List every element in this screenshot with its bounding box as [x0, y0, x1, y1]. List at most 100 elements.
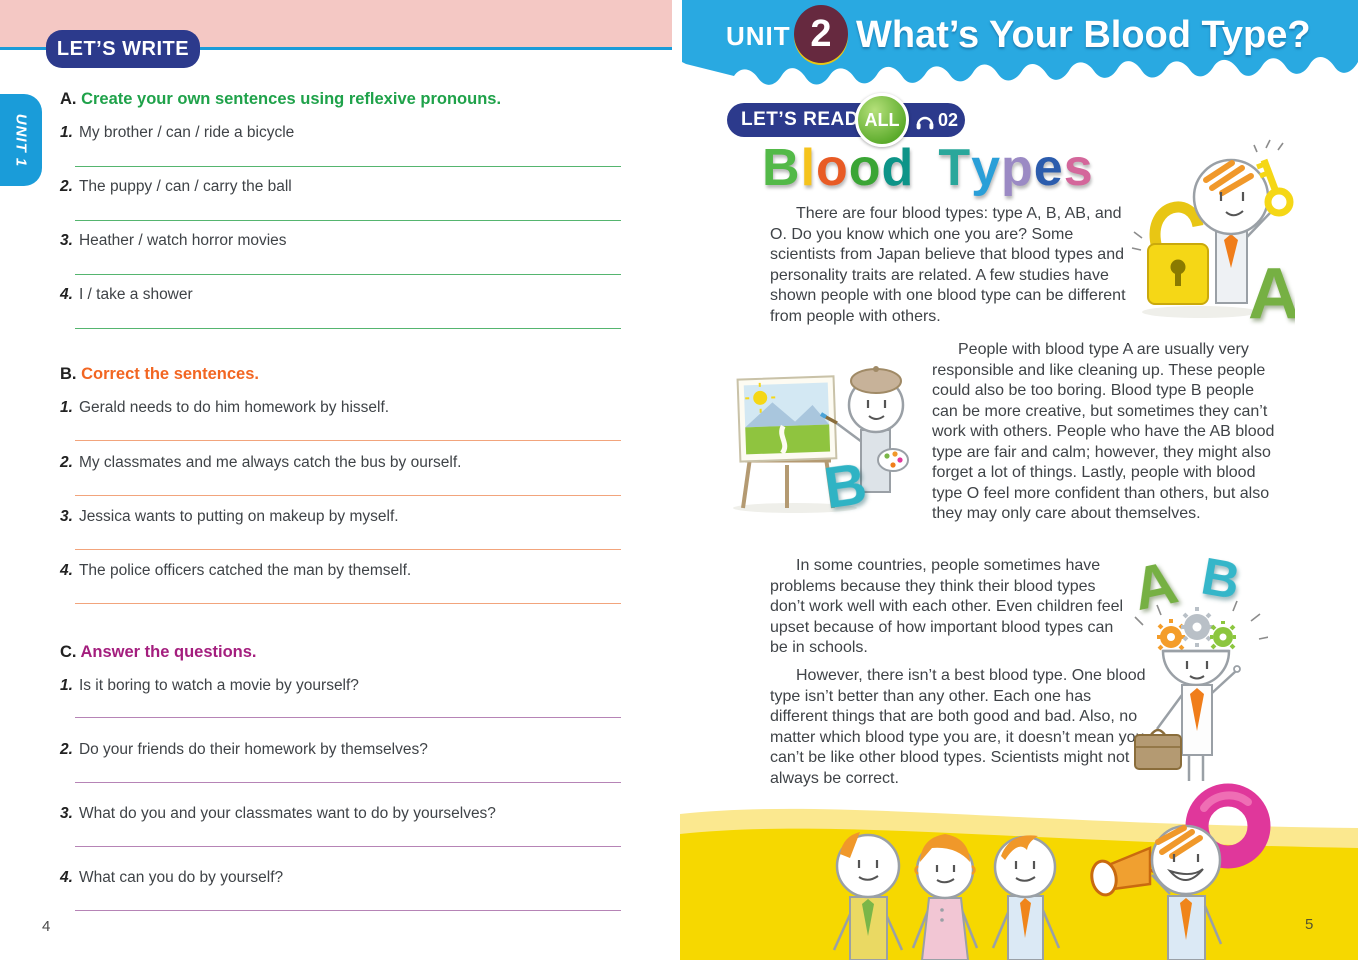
section-c-heading: C. Answer the questions. — [60, 643, 660, 662]
item-text: My brother / can / ride a bicycle — [78, 124, 295, 141]
article-title-word2: Types — [938, 138, 1093, 198]
blood-type-letter-o-donut — [1185, 783, 1271, 869]
item-number: 3. — [60, 508, 73, 525]
section-b-heading: B. Correct the sentences. — [60, 365, 660, 384]
left-page: LET’S WRITE UNIT 1 A. Create your own se… — [0, 0, 672, 935]
paragraph-4: However, there isn’t a best blood type. … — [770, 667, 1146, 787]
illustration-man-with-gears-in-head: A B — [1133, 548, 1268, 781]
exercise-item-c3: 3. What do you and your classmates want t… — [60, 805, 640, 823]
item-number: 2. — [60, 178, 73, 195]
item-number: 1. — [60, 124, 73, 141]
item-text: What do you and your classmates want to … — [78, 805, 496, 822]
gear-green — [1210, 621, 1236, 653]
answer-line — [75, 274, 621, 275]
title-letter: l — [800, 139, 817, 197]
exercise-item-c2: 2. Do your friends do their homework by t… — [60, 741, 640, 759]
illustration-footer-kids-band — [680, 783, 1358, 960]
section-b-letter: B. — [60, 365, 77, 383]
audio-track: 02 — [915, 110, 958, 131]
blood-type-letter-a: A — [1248, 254, 1295, 326]
exercise-item-c4: 4. What can you do by yourself? — [60, 869, 640, 887]
lets-read-badge: LET’S READ ALL 02 — [727, 93, 965, 147]
title-letter: y — [971, 139, 1001, 197]
item-text: Is it boring to watch a movie by yoursel… — [78, 677, 359, 694]
answer-line — [75, 603, 621, 604]
header-rule — [0, 47, 672, 50]
section-c-letter: C. — [60, 643, 77, 661]
floating-letter-a: A — [1133, 549, 1183, 624]
page-number-right: 5 — [1305, 916, 1314, 933]
unit-word: UNIT — [726, 21, 791, 51]
section-a-heading: A. Create your own sentences using refle… — [60, 90, 660, 109]
answer-line — [75, 440, 621, 441]
title-letter: o — [848, 139, 882, 197]
item-text: My classmates and me always catch the bu… — [78, 454, 462, 471]
exercise-item-b2: 2. My classmates and me always catch the … — [60, 454, 640, 472]
answer-line — [75, 220, 621, 221]
title-letter: T — [938, 139, 972, 197]
unit-1-tab-label: UNIT 1 — [12, 113, 30, 167]
paragraph-1: There are four blood types: type A, B, A… — [770, 205, 1126, 325]
item-text: Jessica wants to putting on makeup by my… — [78, 508, 399, 525]
item-number: 2. — [60, 454, 73, 471]
unit-number: 2 — [810, 12, 832, 55]
item-number: 4. — [60, 562, 73, 579]
unit-1-side-tab: UNIT 1 — [0, 94, 42, 186]
all-label: ALL — [864, 109, 900, 130]
kid-orange-tie — [991, 835, 1061, 960]
answer-line — [75, 717, 621, 718]
kid-green-tie — [832, 832, 904, 960]
title-letter: B — [762, 139, 801, 197]
exercise-item-b1: 1. Gerald needs to do him homework by his… — [60, 399, 640, 417]
item-text: What can you do by yourself? — [78, 869, 284, 886]
exercise-item-a2: 2. The puppy / can / carry the ball — [60, 178, 640, 196]
item-text: I / take a shower — [78, 286, 193, 303]
item-text: Gerald needs to do him homework by hisse… — [78, 399, 390, 416]
track-number: 02 — [938, 110, 959, 130]
kid-with-megaphone — [1090, 824, 1223, 960]
answer-line — [75, 549, 621, 550]
all-level-badge: ALL — [855, 93, 909, 147]
lets-read-label: LET’S READ — [741, 109, 859, 130]
item-text: The police officers catched the man by t… — [78, 562, 412, 579]
item-number: 3. — [60, 232, 73, 249]
answer-line — [75, 846, 621, 847]
item-number: 1. — [60, 677, 73, 694]
item-text: Heather / watch horror movies — [78, 232, 287, 249]
section-b-title: Correct the sentences. — [81, 365, 259, 383]
unit-banner-wave — [682, 0, 1358, 85]
item-text: The puppy / can / carry the ball — [78, 178, 292, 195]
title-letter: e — [1033, 139, 1064, 197]
lets-write-badge: LET’S WRITE — [46, 30, 200, 68]
item-text: Do your friends do their homework by the… — [78, 741, 428, 758]
exercise-item-b3: 3. Jessica wants to putting on makeup by … — [60, 508, 640, 526]
answer-line — [75, 328, 621, 329]
item-number: 2. — [60, 741, 73, 758]
answer-line — [75, 495, 621, 496]
lets-write-label: LET’S WRITE — [56, 37, 190, 60]
paragraph-3: In some countries, people sometimes have… — [770, 557, 1124, 656]
title-letter: d — [881, 139, 915, 197]
exercise-item-a3: 3. Heather / watch horror movies — [60, 232, 640, 250]
exercise-item-b4: 4. The police officers catched the man by… — [60, 562, 640, 580]
right-page: UNIT 2 What’s Your Blood Type? LET’S REA… — [680, 0, 1358, 960]
section-c-title: Answer the questions. — [80, 643, 257, 661]
unit-title: What’s Your Blood Type? — [856, 14, 1311, 56]
answer-line — [75, 166, 621, 167]
exercise-item-a1: 1. My brother / can / ride a bicycle — [60, 124, 640, 142]
illustration-painter-at-easel: B — [733, 366, 909, 515]
item-number: 1. — [60, 399, 73, 416]
title-letter: p — [1001, 139, 1034, 197]
gear-gray — [1181, 607, 1213, 647]
unit-number-badge: 2 — [794, 5, 848, 63]
item-number: 4. — [60, 286, 73, 303]
kid-girl-pink-dress — [911, 834, 979, 960]
title-letter: o — [816, 139, 849, 197]
section-a-title: Create your own sentences using reflexiv… — [81, 90, 502, 108]
article-title: Blood Types — [762, 138, 1094, 198]
paragraph-2: People with blood type A are usually ver… — [932, 341, 1275, 522]
item-number: 4. — [60, 869, 73, 886]
section-a-letter: A. — [60, 90, 77, 108]
exercise-item-c1: 1. Is it boring to watch a movie by yours… — [60, 677, 640, 695]
